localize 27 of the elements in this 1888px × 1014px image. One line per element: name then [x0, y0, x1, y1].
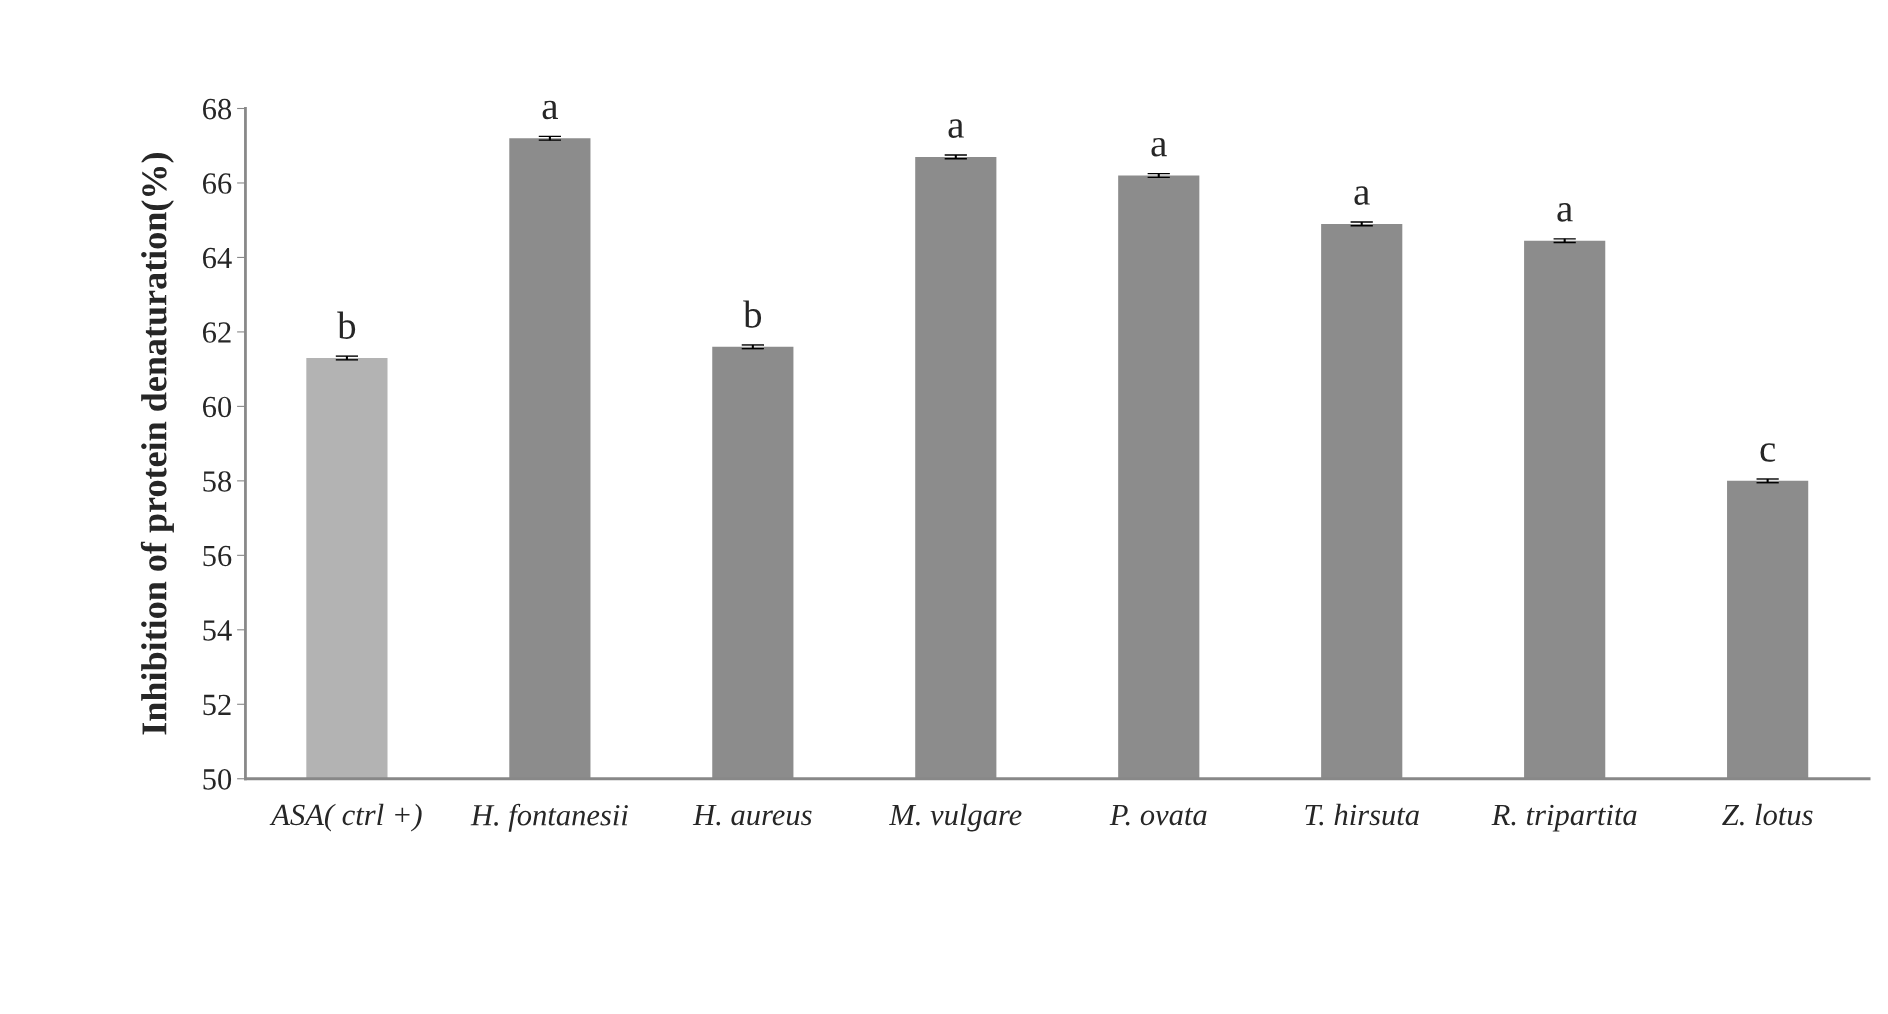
- y-tick-label: 54: [203, 620, 232, 641]
- x-tick-label: ASA( ctrl +): [269, 803, 422, 832]
- y-tick-label: 50: [203, 769, 232, 790]
- y-tick-label: 62: [203, 322, 231, 343]
- x-tick-label: H. fontanesii: [470, 803, 628, 832]
- annotation: b: [743, 300, 762, 328]
- y-tick-label: 64: [203, 247, 232, 269]
- y-tick-label: 66: [203, 173, 232, 194]
- y-tick-label: 56: [203, 545, 232, 567]
- x-tick-label: Z. lotus: [1722, 803, 1813, 826]
- annotation: c: [1760, 443, 1776, 462]
- annotation: a: [1557, 203, 1573, 222]
- annotation: b: [337, 311, 356, 339]
- annotation: a: [542, 100, 558, 120]
- x-tick-label: P. ovata: [1109, 804, 1207, 826]
- y-tick-label: 68: [203, 98, 232, 120]
- annotation: a: [948, 119, 964, 138]
- x-tick-label: H. aureus: [692, 804, 812, 826]
- x-tick-label: R. tripartita: [1491, 804, 1637, 832]
- x-tick-label: T. hirsuta: [1305, 803, 1419, 826]
- y-tick-label: 58: [203, 471, 232, 492]
- x-tick-label: M. vulgare: [888, 803, 1022, 832]
- y-axis-title: Inhibition of protein denaturation(%): [140, 153, 174, 735]
- y-tick-label: 52: [203, 694, 231, 716]
- y-tick-label: 60: [203, 396, 232, 418]
- annotation: a: [1151, 137, 1167, 157]
- annotation: a: [1354, 186, 1370, 205]
